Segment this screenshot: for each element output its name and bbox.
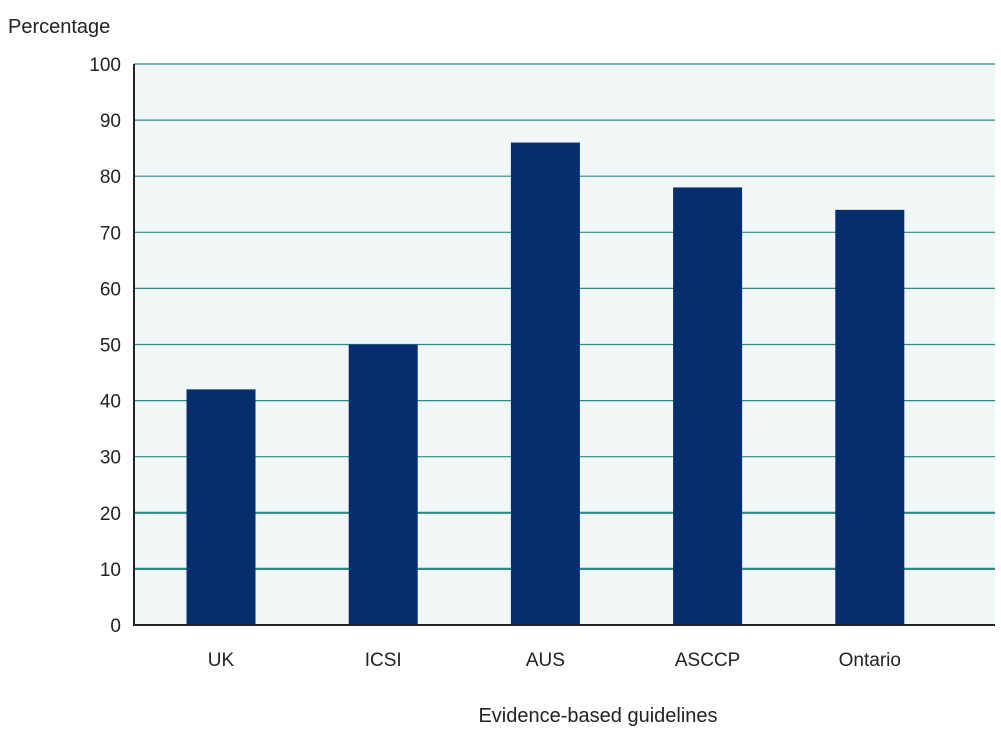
- x-tick-label: UK: [208, 650, 235, 671]
- y-tick-label: 20: [100, 504, 121, 525]
- y-tick-label: 30: [100, 448, 121, 469]
- y-tick-label: 100: [89, 55, 121, 76]
- bar-uk: [186, 389, 256, 625]
- bars: [186, 142, 905, 626]
- x-axis-title: Evidence-based guidelines: [478, 705, 717, 727]
- y-tick-label: 70: [100, 223, 121, 244]
- y-tick-label: 60: [100, 279, 121, 300]
- y-tick-label: 80: [100, 167, 121, 188]
- x-tick-label: ICSI: [365, 650, 402, 671]
- y-tick-label: 90: [100, 111, 121, 132]
- x-tick-label: AUS: [526, 650, 565, 671]
- axes: [133, 64, 995, 626]
- bar-ontario: [835, 209, 905, 626]
- x-tick-label: Ontario: [839, 650, 901, 671]
- bar-aus: [510, 142, 580, 626]
- bar-asccp: [673, 187, 743, 626]
- x-tick-labels: UK ICSI AUS ASCCP Ontario: [208, 650, 901, 671]
- y-axis-title: Percentage: [8, 16, 110, 38]
- y-tick-label: 40: [100, 392, 121, 413]
- bar-icsi: [348, 344, 418, 625]
- y-tick-label: 50: [100, 336, 121, 357]
- x-tick-label: ASCCP: [675, 650, 740, 671]
- y-tick-label: 10: [100, 560, 121, 581]
- y-tick-label: 0: [110, 616, 121, 637]
- y-tick-labels: 0 10 20 30 40 50 60 70 80 90 100: [89, 55, 121, 637]
